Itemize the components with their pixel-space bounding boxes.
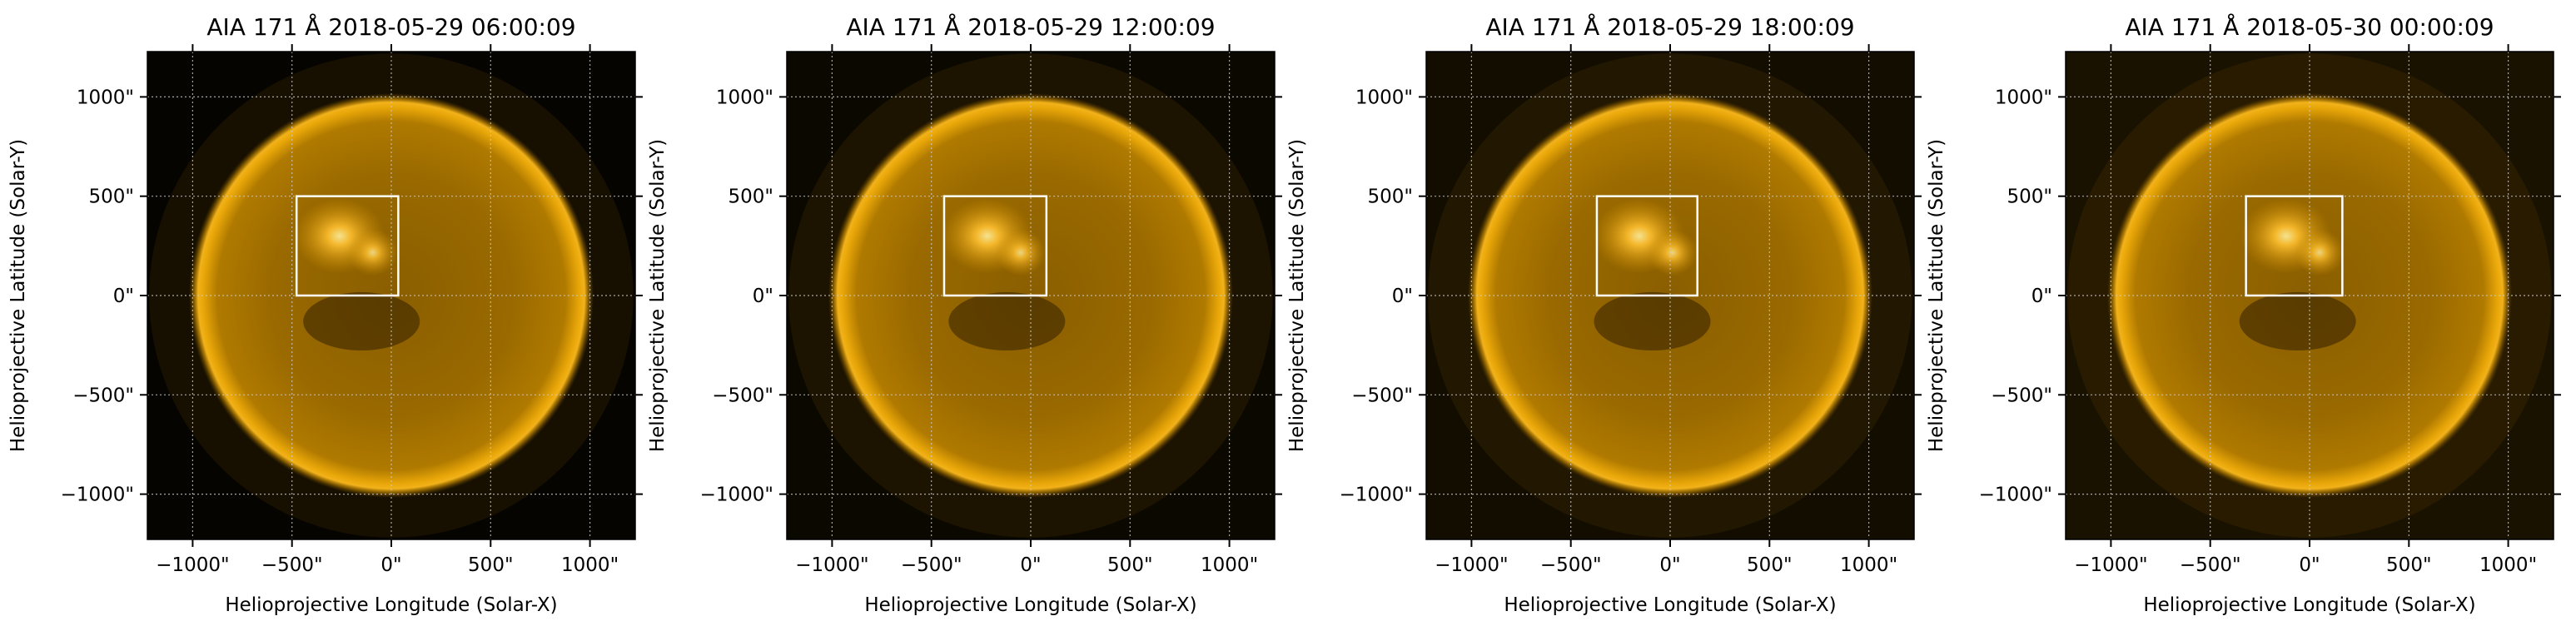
region-box — [1595, 195, 1698, 297]
axes-frame — [1425, 51, 1915, 540]
x-tick-label: 500" — [2386, 554, 2431, 576]
x-tick-label: −1000" — [2074, 554, 2147, 576]
region-box — [942, 195, 1048, 297]
y-axis-label: Helioprojective Latitude (Solar-Y) — [7, 139, 29, 452]
coronal-hole — [948, 292, 1066, 351]
y-tick-label: 500" — [89, 186, 134, 208]
y-tick-label: 0" — [753, 286, 773, 307]
x-axis-label: Helioprojective Longitude (Solar-X) — [864, 594, 1196, 616]
active-region-secondary — [347, 229, 398, 276]
x-tick-label: −500" — [901, 554, 962, 576]
y-tick-label: −500" — [1991, 385, 2052, 406]
y-axis-label: Helioprojective Latitude (Solar-Y) — [647, 139, 669, 452]
x-axis-label: Helioprojective Longitude (Solar-X) — [2143, 594, 2475, 616]
x-tick-label: −500" — [1540, 554, 1602, 576]
y-tick-label: −1000" — [1340, 484, 1413, 506]
y-tick-label: −500" — [1351, 385, 1413, 406]
x-axis-label: Helioprojective Longitude (Solar-X) — [1504, 594, 1836, 616]
y-tick-label: 0" — [1392, 286, 1413, 307]
y-tick-label: −500" — [712, 385, 773, 406]
x-tick-label: 0" — [380, 554, 401, 576]
y-tick-label: 0" — [113, 286, 134, 307]
panel-title: AIA 171 Å 2018-05-29 06:00:09 — [206, 12, 575, 41]
x-tick-label: −500" — [2180, 554, 2241, 576]
coronal-hole — [303, 292, 420, 351]
y-tick-label: −1000" — [1979, 484, 2052, 506]
axes-frame — [2065, 51, 2554, 540]
y-axis-label: Helioprojective Latitude (Solar-Y) — [1926, 139, 1947, 452]
y-tick-label: 500" — [729, 186, 773, 208]
y-tick-label: 500" — [1368, 186, 1413, 208]
panel-1: −1000" −500" 0" 500" 1000" −1000" −500" 0" 500" 1… — [7, 12, 643, 616]
y-axis-label: Helioprojective Latitude (Solar-Y) — [1286, 139, 1308, 452]
active-region-secondary — [995, 229, 1046, 276]
x-tick-label: 1000" — [1201, 554, 1258, 576]
x-tick-label: 1000" — [1840, 554, 1897, 576]
x-tick-label: 500" — [1107, 554, 1152, 576]
axes-frame — [147, 51, 636, 540]
y-tick-label: −500" — [72, 385, 134, 406]
y-tick-label: 1000" — [1995, 87, 2052, 108]
y-tick-label: 1000" — [1355, 87, 1413, 108]
x-tick-label: −1000" — [795, 554, 868, 576]
panel-title: AIA 171 Å 2018-05-29 12:00:09 — [846, 12, 1215, 41]
y-tick-label: 500" — [2007, 186, 2052, 208]
active-region-secondary — [1647, 229, 1698, 276]
x-tick-label: 500" — [1747, 554, 1792, 576]
x-tick-label: 0" — [1020, 554, 1041, 576]
active-region-secondary — [2294, 229, 2345, 276]
x-tick-label: −1000" — [156, 554, 229, 576]
y-tick-label: 0" — [2031, 286, 2052, 307]
x-tick-label: −1000" — [1435, 554, 1508, 576]
region-box — [2245, 195, 2344, 297]
y-tick-label: −1000" — [61, 484, 134, 506]
coronal-hole — [2239, 292, 2356, 351]
region-box — [295, 195, 400, 297]
panel-2: −1000" −500" 0" 500" 1000" −1000" −500" 0" 500" 1… — [647, 12, 1282, 616]
panel-3: −1000" −500" 0" 500" 1000" −1000" −500" 0" 500" 1… — [1286, 12, 1922, 616]
axes-frame — [786, 51, 1276, 540]
x-tick-label: 0" — [2299, 554, 2320, 576]
x-tick-label: 0" — [1659, 554, 1680, 576]
y-tick-label: 1000" — [716, 87, 773, 108]
y-tick-label: −1000" — [700, 484, 773, 506]
x-tick-label: 1000" — [2479, 554, 2537, 576]
x-tick-label: −500" — [261, 554, 323, 576]
y-tick-label: 1000" — [77, 87, 134, 108]
panel-title: AIA 171 Å 2018-05-30 00:00:09 — [2125, 12, 2494, 41]
panel-title: AIA 171 Å 2018-05-29 18:00:09 — [1485, 12, 1854, 41]
x-tick-label: 1000" — [561, 554, 619, 576]
coronal-hole — [1594, 292, 1711, 351]
x-axis-label: Helioprojective Longitude (Solar-X) — [225, 594, 557, 616]
x-tick-label: 500" — [468, 554, 513, 576]
panel-4: −1000" −500" 0" 500" 1000" −1000" −500" 0" 500" 1… — [1926, 12, 2561, 616]
